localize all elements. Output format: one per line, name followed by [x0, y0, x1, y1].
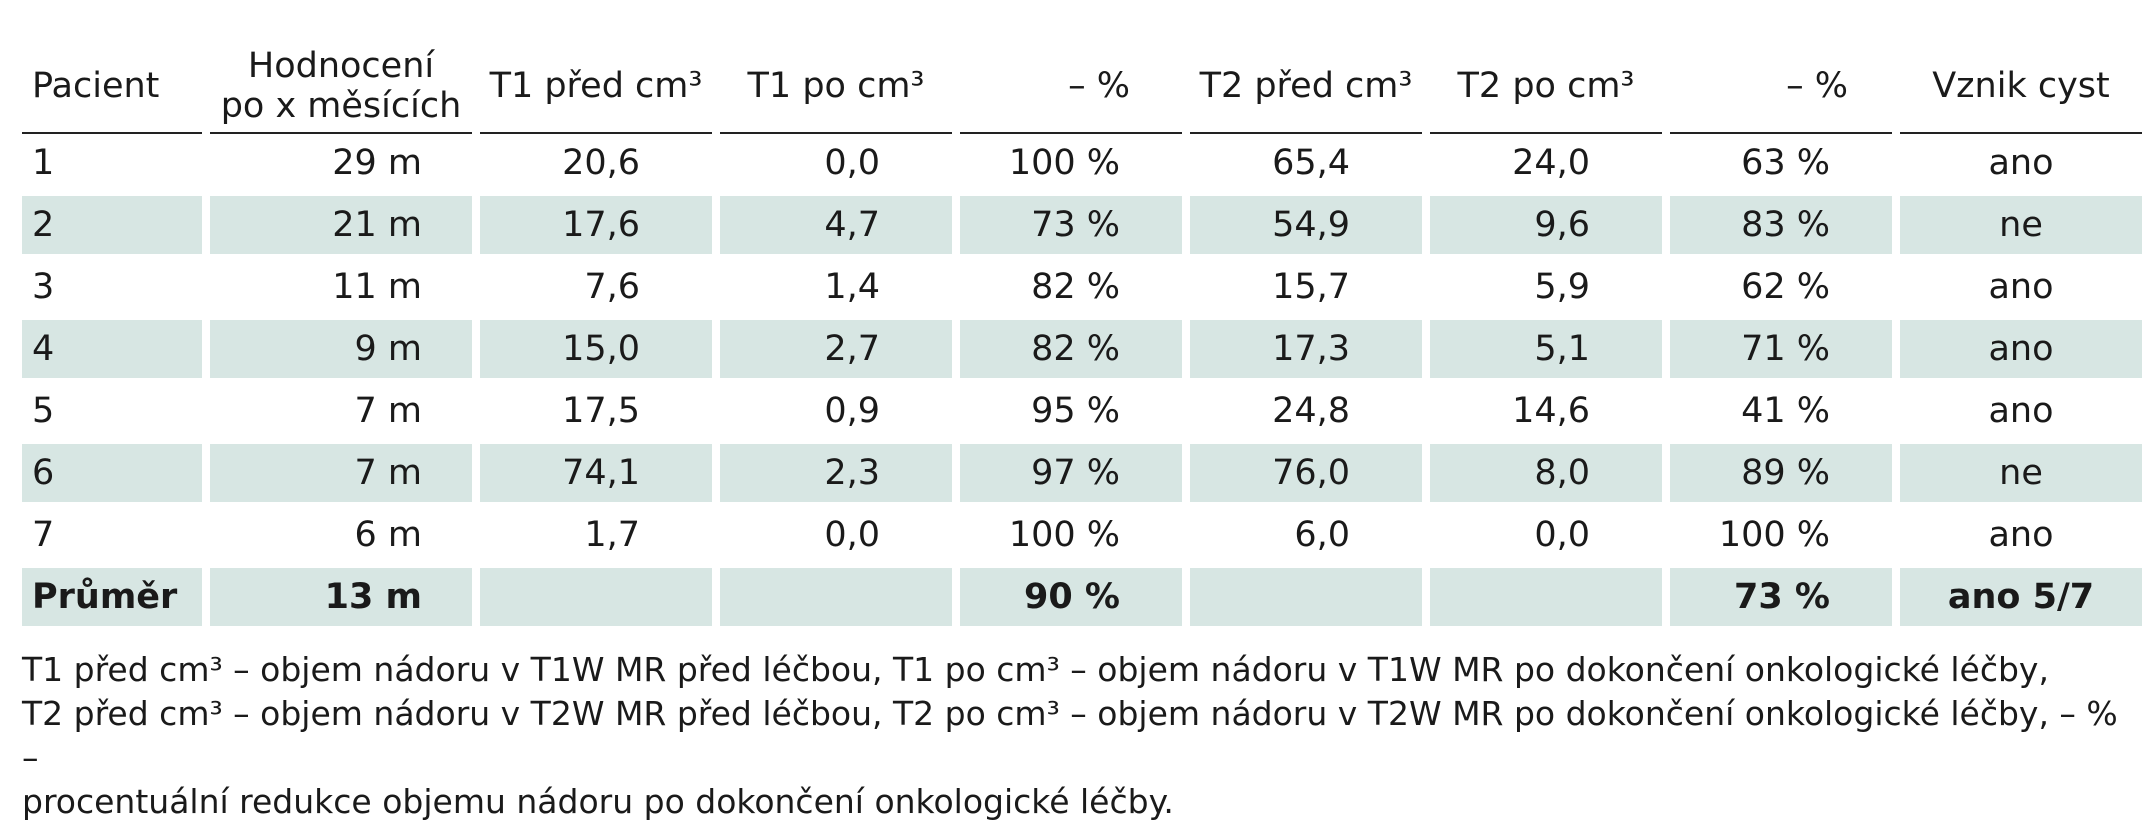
- table-cell: 73 %: [1670, 568, 1892, 626]
- table-cell: 4: [22, 320, 202, 378]
- table-row: 5 7 m 17,5 0,9 95 % 24,8 14,6 41 % ano: [22, 382, 2142, 440]
- footnote-line: T2 před cm³ – objem nádoru v T2W MR před…: [22, 694, 2118, 777]
- table-cell: 65,4: [1272, 143, 1350, 183]
- table-cell: 83 %: [1670, 196, 1892, 254]
- table-cell: 15,7: [1272, 267, 1350, 307]
- table-cell: 7: [32, 515, 55, 555]
- results-table: Pacient Hodnocení po x měsících T1 před …: [14, 40, 2148, 626]
- table-cell: 100 %: [1718, 515, 1830, 555]
- total-row: Průměr 13 m 90 % 73 % ano 5/7: [22, 568, 2142, 626]
- table-cell: 9,6: [1430, 196, 1662, 254]
- table-cell: 62 %: [1741, 267, 1830, 307]
- header-cell: T2 po cm³: [1430, 40, 1662, 134]
- table-cell: 15,0: [480, 320, 712, 378]
- table-cell: 73 %: [960, 196, 1182, 254]
- table-footnote: T1 před cm³ – objem nádoru v T1W MR před…: [22, 648, 2128, 824]
- footnote-line: procentuální redukce objemu nádoru po do…: [22, 782, 1174, 821]
- table-cell: 6 m: [354, 515, 423, 555]
- table-cell: ne: [1900, 196, 2142, 254]
- table-cell: 9 m: [210, 320, 472, 378]
- table-cell: 90 %: [960, 568, 1182, 626]
- table-cell: 4,7: [720, 196, 952, 254]
- table-cell: 24,0: [1512, 143, 1590, 183]
- table-cell: 29 m: [332, 143, 422, 183]
- table-cell: 100 %: [1008, 515, 1120, 555]
- table-cell: ano: [1988, 267, 2054, 307]
- table-cell: ano 5/7: [1900, 568, 2142, 626]
- table-cell: 2,7: [720, 320, 952, 378]
- header-cell: Pacient: [22, 40, 202, 134]
- table-cell: ne: [1900, 444, 2142, 502]
- table-cell: Průměr: [22, 568, 202, 626]
- table-cell: 54,9: [1190, 196, 1422, 254]
- table-cell: 89 %: [1670, 444, 1892, 502]
- table-cell: 13 m: [210, 568, 472, 626]
- table-cell: [1190, 568, 1422, 626]
- table-cell: 5,1: [1430, 320, 1662, 378]
- table-cell: 71 %: [1670, 320, 1892, 378]
- table-cell: 0,0: [1534, 515, 1590, 555]
- table-cell: [480, 568, 712, 626]
- table-cell: 8,0: [1430, 444, 1662, 502]
- table-cell: 76,0: [1190, 444, 1422, 502]
- table-cell: [1430, 568, 1662, 626]
- table-cell: 95 %: [1031, 391, 1120, 431]
- table-cell: 97 %: [960, 444, 1182, 502]
- table-cell: 41 %: [1741, 391, 1830, 431]
- table-cell: 6: [22, 444, 202, 502]
- table-cell: 1: [32, 143, 55, 183]
- header-cell: Hodnocení po x měsících: [210, 40, 472, 134]
- table-cell: ano: [1900, 320, 2142, 378]
- table-cell: [720, 568, 952, 626]
- table-row: 1 29 m 20,6 0,0 100 % 65,4 24,0 63 % ano: [22, 134, 2142, 192]
- table-cell: 17,5: [562, 391, 640, 431]
- table-cell: 2: [22, 196, 202, 254]
- table-cell: 82 %: [960, 320, 1182, 378]
- table-cell: 82 %: [1031, 267, 1120, 307]
- table-cell: 100 %: [1008, 143, 1120, 183]
- header-cell: T2 před cm³: [1190, 40, 1422, 134]
- table-cell: 7 m: [354, 391, 423, 431]
- footnote-line: T1 před cm³ – objem nádoru v T1W MR před…: [22, 650, 2049, 689]
- table-cell: 20,6: [562, 143, 640, 183]
- table-cell: 5,9: [1534, 267, 1590, 307]
- table-cell: 7 m: [210, 444, 472, 502]
- table-cell: 17,6: [480, 196, 712, 254]
- table-cell: ano: [1988, 143, 2054, 183]
- table-figure: Pacient Hodnocení po x měsících T1 před …: [14, 40, 2148, 821]
- table-cell: 74,1: [480, 444, 712, 502]
- header-cell: T1 před cm³: [480, 40, 712, 134]
- table-cell: 0,0: [824, 515, 880, 555]
- table-cell: 1,4: [824, 267, 880, 307]
- table-cell: 24,8: [1272, 391, 1350, 431]
- table-row: 2 21 m 17,6 4,7 73 % 54,9 9,6 83 % ne: [22, 196, 2142, 254]
- table-cell: 21 m: [210, 196, 472, 254]
- table-cell: 63 %: [1741, 143, 1830, 183]
- table-cell: 11 m: [332, 267, 422, 307]
- table-cell: 17,3: [1190, 320, 1422, 378]
- table-cell: 6,0: [1294, 515, 1350, 555]
- table-cell: 7,6: [584, 267, 640, 307]
- header-line: Hodnocení: [247, 46, 435, 86]
- table-row: 7 6 m 1,7 0,0 100 % 6,0 0,0 100 % ano: [22, 506, 2142, 564]
- header-cell: Vznik cyst: [1900, 40, 2142, 134]
- table-cell: 0,0: [824, 143, 880, 183]
- header-row: Pacient Hodnocení po x měsících T1 před …: [22, 40, 2142, 134]
- table-cell: 2,3: [720, 444, 952, 502]
- header-line: po x měsících: [220, 86, 462, 126]
- table-cell: 1,7: [584, 515, 640, 555]
- table-cell: ano: [1988, 515, 2054, 555]
- header-cell: – %: [1670, 40, 1892, 134]
- table-cell: 5: [32, 391, 55, 431]
- table-cell: 3: [32, 267, 55, 307]
- table-cell: ano: [1988, 391, 2054, 431]
- header-cell: T1 po cm³: [720, 40, 952, 134]
- table-body: 1 29 m 20,6 0,0 100 % 65,4 24,0 63 % ano 2 21 m 17,…: [22, 134, 2142, 626]
- table-cell: 14,6: [1512, 391, 1590, 431]
- header-cell: – %: [960, 40, 1182, 134]
- table-cell: 0,9: [824, 391, 880, 431]
- table-row: 3 11 m 7,6 1,4 82 % 15,7 5,9 62 % ano: [22, 258, 2142, 316]
